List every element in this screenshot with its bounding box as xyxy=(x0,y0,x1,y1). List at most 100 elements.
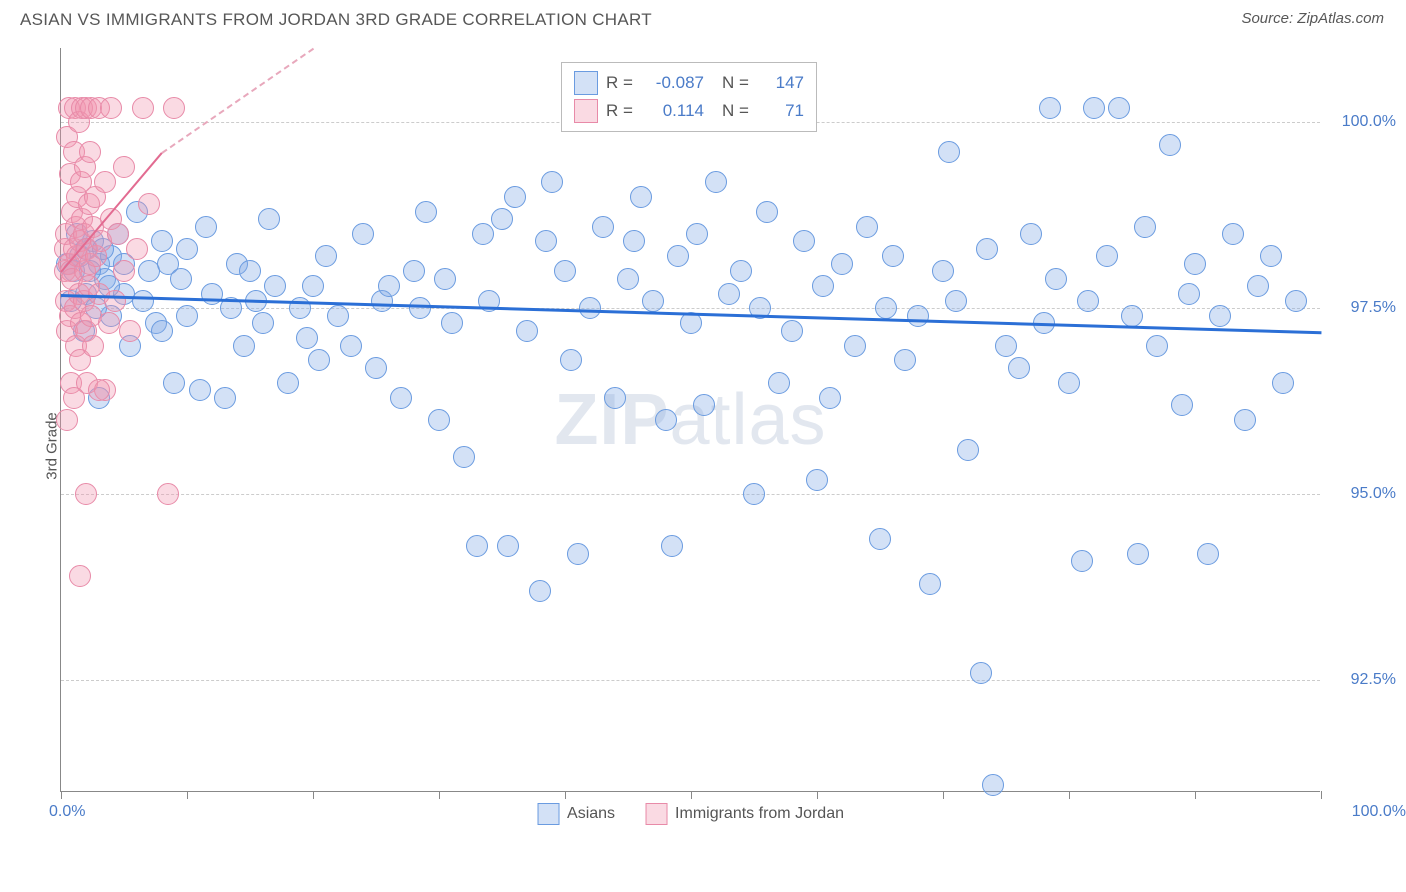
data-point-asians xyxy=(1008,357,1030,379)
x-tick xyxy=(1069,791,1070,799)
data-point-asians xyxy=(579,297,601,319)
data-point-asians xyxy=(567,543,589,565)
data-point-asians xyxy=(239,260,261,282)
data-point-asians xyxy=(756,201,778,223)
data-point-jordan xyxy=(119,320,141,342)
x-tick xyxy=(1321,791,1322,799)
legend-item-asians: Asians xyxy=(537,803,615,825)
data-point-jordan xyxy=(132,97,154,119)
data-point-asians xyxy=(1071,550,1093,572)
data-point-asians xyxy=(882,245,904,267)
data-point-asians xyxy=(938,141,960,163)
data-point-asians xyxy=(365,357,387,379)
data-point-asians xyxy=(1146,335,1168,357)
data-point-asians xyxy=(214,387,236,409)
data-point-asians xyxy=(403,260,425,282)
data-point-asians xyxy=(617,268,639,290)
data-point-asians xyxy=(296,327,318,349)
data-point-asians xyxy=(453,446,475,468)
legend-r-label: R = xyxy=(606,101,636,121)
data-point-asians xyxy=(844,335,866,357)
x-tick xyxy=(565,791,566,799)
legend-row-jordan: R =0.114N =71 xyxy=(574,97,804,125)
x-tick xyxy=(817,791,818,799)
legend-n-value: 147 xyxy=(760,73,804,93)
legend-r-value: -0.087 xyxy=(644,73,704,93)
data-point-jordan xyxy=(157,483,179,505)
data-point-jordan xyxy=(94,171,116,193)
x-tick xyxy=(313,791,314,799)
series-legend: AsiansImmigrants from Jordan xyxy=(537,803,844,825)
data-point-jordan xyxy=(88,379,110,401)
data-point-asians xyxy=(258,208,280,230)
data-point-asians xyxy=(151,320,173,342)
data-point-asians xyxy=(667,245,689,267)
data-point-asians xyxy=(1020,223,1042,245)
x-tick xyxy=(691,791,692,799)
data-point-asians xyxy=(1171,394,1193,416)
data-point-asians xyxy=(1108,97,1130,119)
data-point-jordan xyxy=(104,290,126,312)
data-point-asians xyxy=(907,305,929,327)
legend-swatch xyxy=(645,803,667,825)
data-point-asians xyxy=(1178,283,1200,305)
data-point-asians xyxy=(252,312,274,334)
data-point-asians xyxy=(642,290,664,312)
data-point-asians xyxy=(535,230,557,252)
trend-line xyxy=(161,48,313,154)
data-point-asians xyxy=(1127,543,1149,565)
legend-swatch xyxy=(537,803,559,825)
data-point-asians xyxy=(378,275,400,297)
data-point-asians xyxy=(529,580,551,602)
data-point-jordan xyxy=(107,223,129,245)
x-max-label: 100.0% xyxy=(1352,803,1406,821)
data-point-asians xyxy=(1272,372,1294,394)
data-point-asians xyxy=(932,260,954,282)
data-point-asians xyxy=(1077,290,1099,312)
data-point-jordan xyxy=(56,409,78,431)
data-point-jordan xyxy=(100,97,122,119)
legend-swatch xyxy=(574,99,598,123)
y-tick-label: 97.5% xyxy=(1351,299,1396,317)
data-point-asians xyxy=(919,573,941,595)
gridline xyxy=(61,494,1320,495)
data-point-asians xyxy=(894,349,916,371)
data-point-jordan xyxy=(98,312,120,334)
data-point-asians xyxy=(195,216,217,238)
data-point-asians xyxy=(623,230,645,252)
correlation-legend: R =-0.087N =147R =0.114N =71 xyxy=(561,62,817,132)
legend-r-value: 0.114 xyxy=(644,101,704,121)
y-tick-label: 92.5% xyxy=(1351,671,1396,689)
gridline xyxy=(61,680,1320,681)
data-point-asians xyxy=(743,483,765,505)
data-point-asians xyxy=(170,268,192,290)
data-point-jordan xyxy=(113,260,135,282)
data-point-asians xyxy=(655,409,677,431)
data-point-asians xyxy=(415,201,437,223)
data-point-jordan xyxy=(138,193,160,215)
data-point-asians xyxy=(163,372,185,394)
data-point-asians xyxy=(604,387,626,409)
data-point-asians xyxy=(466,535,488,557)
data-point-asians xyxy=(497,535,519,557)
data-point-asians xyxy=(1285,290,1307,312)
data-point-asians xyxy=(869,528,891,550)
data-point-asians xyxy=(132,290,154,312)
data-point-asians xyxy=(1045,268,1067,290)
data-point-asians xyxy=(781,320,803,342)
data-point-asians xyxy=(327,305,349,327)
data-point-asians xyxy=(472,223,494,245)
data-point-jordan xyxy=(75,483,97,505)
data-point-asians xyxy=(1197,543,1219,565)
data-point-asians xyxy=(875,297,897,319)
data-point-jordan xyxy=(63,387,85,409)
data-point-asians xyxy=(793,230,815,252)
data-point-asians xyxy=(705,171,727,193)
chart-title: ASIAN VS IMMIGRANTS FROM JORDAN 3RD GRAD… xyxy=(20,10,652,29)
data-point-asians xyxy=(441,312,463,334)
legend-n-label: N = xyxy=(722,73,752,93)
data-point-asians xyxy=(352,223,374,245)
data-point-asians xyxy=(308,349,330,371)
data-point-asians xyxy=(1209,305,1231,327)
data-point-asians xyxy=(434,268,456,290)
